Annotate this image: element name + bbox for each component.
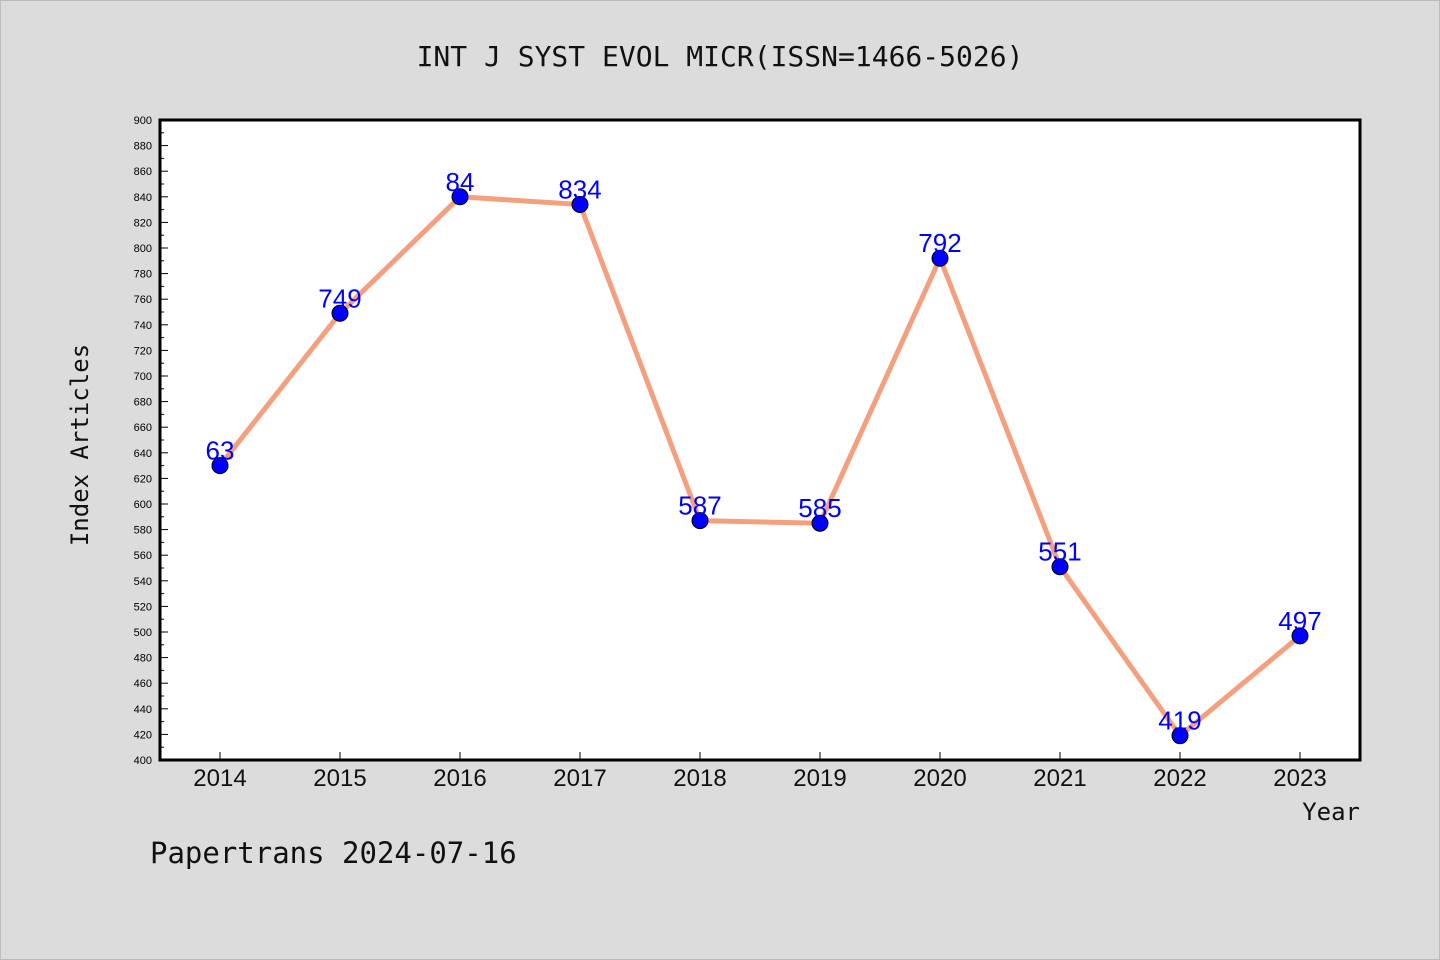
data-point (1051, 558, 1069, 576)
data-label: 587 (678, 491, 721, 521)
x-axis: 2014 2015 2016 2017 2018 2019 2020 2021 2022 2023 (193, 752, 1327, 792)
y-tick-label: 620 (134, 473, 152, 485)
data-label: 63 (206, 436, 235, 466)
data-point (931, 249, 949, 267)
x-tick-label: 2014 (193, 765, 246, 792)
y-tick-label: 700 (134, 371, 152, 383)
y-tick-label: 800 (134, 243, 152, 255)
y-tick-label: 600 (134, 499, 152, 511)
y-tick-label: 640 (134, 448, 152, 460)
y-tick-label: 760 (134, 294, 152, 306)
data-point (571, 195, 589, 213)
x-tick-label: 2018 (673, 765, 726, 792)
y-tick-label: 860 (134, 166, 152, 178)
y-tick-label: 420 (134, 729, 152, 741)
data-point (211, 457, 229, 475)
series-line (218, 194, 1302, 739)
y-tick-label: 740 (134, 320, 152, 332)
y-tick-label: 680 (134, 397, 152, 409)
data-point (691, 512, 709, 530)
data-label: 585 (798, 493, 841, 523)
plot-area (158, 118, 1362, 762)
data-label: 497 (1278, 606, 1321, 636)
y-tick-label: 840 (134, 192, 152, 204)
y-tick-label: 560 (134, 550, 152, 562)
x-tick-label: 2020 (913, 765, 966, 792)
data-label: 749 (318, 283, 361, 313)
x-tick-label: 2023 (1273, 765, 1326, 792)
data-label: 834 (558, 174, 601, 204)
y-tick-label: 400 (134, 755, 152, 767)
data-point (1171, 727, 1189, 745)
y-tick-label: 660 (134, 422, 152, 434)
y-tick-label: 720 (134, 345, 152, 357)
data-point (451, 188, 469, 206)
x-tick-label: 2016 (433, 765, 486, 792)
series-group: 63 749 84 834 587 585 792 551 419 497 (206, 167, 1322, 745)
y-tick-label: 540 (134, 576, 152, 588)
x-tick-label: 2019 (793, 765, 846, 792)
data-label: 84 (446, 167, 475, 197)
y-axis-label: Index Articles (66, 344, 94, 546)
footer-text: Papertrans 2024-07-16 (150, 836, 517, 870)
data-label: 792 (918, 228, 961, 258)
y-axis: 400 420 440 460 480 500 520 540 560 580 600 620 640 6… (134, 115, 168, 767)
y-tick-label: 580 (134, 525, 152, 537)
y-tick-label: 900 (134, 115, 152, 127)
x-axis-label: Year (1302, 798, 1360, 826)
y-tick-label: 480 (134, 653, 152, 665)
y-tick-label: 460 (134, 678, 152, 690)
y-tick-label: 520 (134, 601, 152, 613)
y-tick-label: 780 (134, 269, 152, 281)
data-label: 551 (1038, 537, 1081, 567)
y-tick-label: 820 (134, 217, 152, 229)
data-label: 419 (1158, 706, 1201, 736)
x-tick-label: 2022 (1153, 765, 1206, 792)
y-tick-label: 500 (134, 627, 152, 639)
y-tick-label: 440 (134, 704, 152, 716)
data-point (1291, 627, 1309, 645)
y-tick-label: 880 (134, 141, 152, 153)
chart-title: INT J SYST EVOL MICR(ISSN=1466-5026) (417, 40, 1024, 73)
x-tick-label: 2021 (1033, 765, 1086, 792)
data-point (811, 514, 829, 532)
x-tick-label: 2017 (553, 765, 606, 792)
x-tick-label: 2015 (313, 765, 366, 792)
data-point (331, 304, 349, 322)
